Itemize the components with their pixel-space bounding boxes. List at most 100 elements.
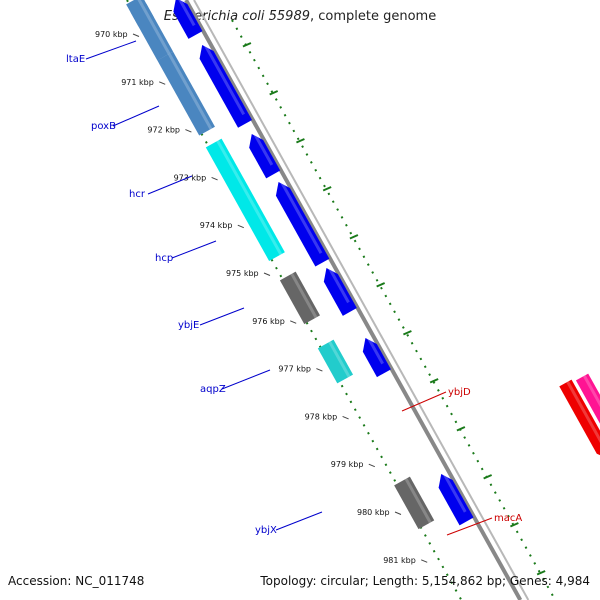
tick-label: 973 kbp (174, 173, 207, 182)
accession-text: Accession: NC_011748 (8, 574, 145, 588)
gene-leader-line (275, 511, 323, 531)
ybjd-magenta-feature-highlight (582, 375, 600, 408)
tick-label: 975 kbp (226, 269, 259, 278)
blue-arrow-4 (323, 267, 357, 316)
tick-label: 974 kbp (200, 221, 233, 230)
genome-summary: Topology: circular; Length: 5,154,862 bp… (260, 574, 590, 588)
tick-mark (342, 415, 349, 420)
hcr-feature-highlight (216, 140, 283, 256)
tick-label: 979 kbp (331, 460, 364, 469)
tick-label: 981 kbp (383, 556, 416, 565)
tick-label: 977 kbp (278, 365, 311, 374)
skew-tick (349, 234, 359, 240)
ybjx-feature (394, 476, 435, 530)
tick-mark (368, 463, 375, 468)
gene-label: ltaE (66, 54, 85, 65)
gene-leader-line (171, 240, 217, 259)
hcr-feature (205, 138, 285, 262)
blue-arrow-1 (199, 44, 253, 128)
blue-arrow-4-body (323, 268, 357, 316)
ybje-feature-highlight (290, 273, 318, 319)
gene-leader-line (112, 105, 160, 127)
skew-tick (296, 138, 305, 144)
gene-label: aqpZ (200, 384, 226, 395)
backbone-line (184, 0, 523, 600)
blue-arrow-3-body (275, 182, 330, 267)
gene-leader-line (199, 307, 245, 326)
poxb-feature (157, 51, 215, 136)
ltae-feature-b-body (130, 3, 174, 61)
tick-mark (185, 129, 192, 133)
backbone-line-inner (193, 0, 530, 600)
gene-label: ybjD (448, 387, 471, 398)
tick-label: 972 kbp (147, 126, 180, 135)
gene-leader-line (446, 517, 493, 536)
title-suffix: , complete genome (310, 9, 437, 24)
ltae-feature-b (130, 3, 174, 61)
skew-tick (269, 90, 279, 96)
gene-label: ybjE (178, 320, 199, 331)
gene-label: poxB (91, 121, 116, 132)
tick-mark (132, 33, 140, 37)
ybjd-magenta-feature (575, 373, 600, 424)
tick-mark (394, 511, 402, 515)
blue-arrow-0-body (173, 0, 203, 39)
tick-mark (316, 368, 323, 372)
blue-arrow-2-body (249, 134, 281, 179)
tick-mark (159, 81, 166, 85)
tick-label: 971 kbp (121, 78, 154, 87)
ybjd-magenta-feature-body (575, 373, 600, 424)
gene-leader-line (221, 369, 271, 390)
backbone-layer (184, 0, 530, 600)
blue-arrow-2-highlight (253, 133, 274, 166)
skew-tick (456, 426, 466, 432)
gene-label: ybjX (255, 525, 277, 536)
blue-arrow-6-highlight (442, 473, 467, 513)
gene-leader-line (401, 391, 447, 412)
blue-arrow-4-highlight (328, 267, 350, 304)
ybjd-red-feature-highlight (566, 381, 600, 444)
blue-arrow-5-highlight (367, 337, 384, 365)
ybje-feature (279, 271, 321, 325)
skew-tick (242, 42, 252, 48)
tick-label: 970 kbp (95, 30, 128, 39)
ybjd-red-feature-body (559, 379, 600, 456)
poxb-feature-highlight (167, 53, 213, 130)
tick-mark (211, 176, 218, 181)
gene-label: hcp (155, 253, 173, 264)
ybje-feature-body (279, 271, 321, 325)
blue-arrow-5-body (362, 338, 391, 378)
gene-label: macA (494, 513, 522, 524)
blue-arrow-1-highlight (203, 44, 246, 116)
tick-mark (421, 559, 428, 563)
skew-tick (429, 378, 439, 384)
blue-arrow-6-body (438, 474, 474, 526)
ybjx-feature-highlight (404, 478, 432, 524)
ybjd-red-feature (559, 379, 600, 456)
blue-arrow-3-highlight (280, 181, 323, 254)
gene-label-layer: ltaE poxB hcr hcp ybjE aqpZ ybjD ybjX macA (66, 40, 522, 536)
blue-arrow-1-body (199, 45, 253, 128)
skew-tick (536, 570, 546, 576)
skew-tick (509, 522, 519, 528)
blue-arrow-0-highlight (178, 0, 196, 27)
blue-arrow-0 (173, 0, 203, 39)
gene-label: hcr (129, 189, 146, 200)
skew-tick (376, 282, 386, 288)
poxb-feature-body (157, 51, 215, 136)
tick-mark (263, 272, 271, 276)
skew-tick (322, 186, 332, 192)
blue-arrow-2 (249, 133, 281, 179)
hcr-feature-body (205, 138, 285, 262)
tick-label: 980 kbp (357, 508, 390, 517)
tick-layer: 970 kbp 971 kbp 972 kbp 973 kbp 974 kbp 975 k… (95, 30, 428, 565)
blue-arrow-6 (438, 473, 474, 526)
aqpz-feature-body (317, 339, 354, 384)
ybjx-feature-body (394, 476, 435, 530)
gene-leader-line (85, 40, 137, 60)
tick-label: 978 kbp (305, 412, 338, 421)
aqpz-feature-highlight (328, 341, 351, 378)
gene-leader-line (147, 175, 193, 195)
blue-arrow-5 (362, 337, 391, 378)
